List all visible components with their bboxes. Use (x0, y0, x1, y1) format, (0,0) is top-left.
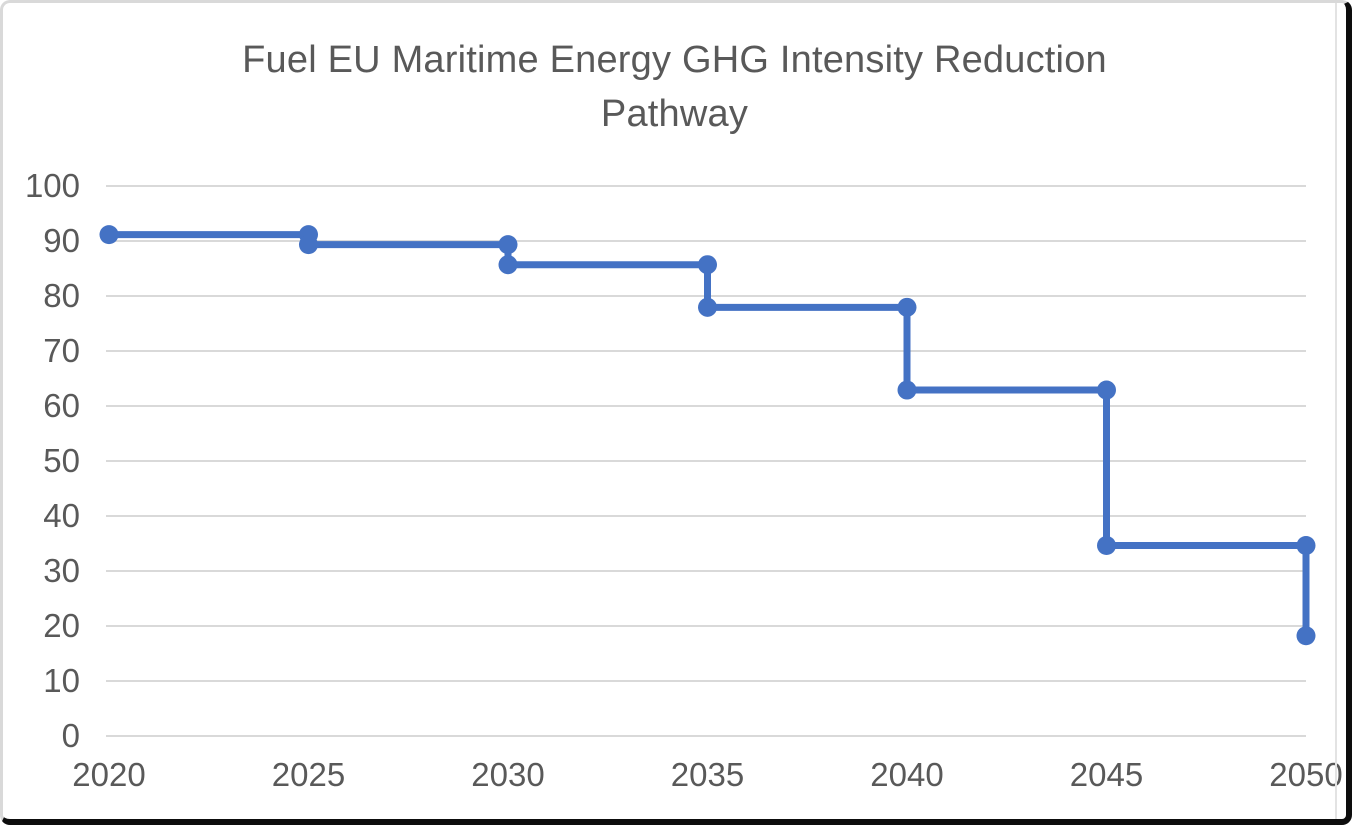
data-point-marker (498, 235, 518, 255)
data-line (105, 231, 1310, 640)
data-point-marker (1097, 535, 1116, 555)
x-axis-tick-label: 2040 (870, 756, 943, 793)
y-axis-tick-label: 60 (43, 387, 80, 424)
y-axis-tick-label: 40 (43, 497, 80, 534)
x-axis-tick-label: 2025 (272, 756, 345, 793)
data-point-marker (1296, 535, 1316, 555)
x-axis-tick-label: 2035 (671, 756, 744, 793)
data-point-marker (1097, 380, 1116, 400)
y-axis-tick-label: 80 (43, 277, 80, 314)
data-point-marker (299, 235, 318, 255)
data-point-marker (698, 297, 717, 317)
chart-title: Fuel EU Maritime Energy GHG Intensity Re… (242, 39, 1107, 135)
y-axis-tick-label: 70 (43, 332, 80, 369)
x-axis-tick-label: 2030 (471, 756, 544, 793)
data-point-marker (99, 225, 119, 245)
y-axis-tick-label: 90 (43, 222, 80, 259)
y-axis-tick-label: 0 (62, 717, 80, 754)
x-axis-tick-label: 2020 (72, 756, 145, 793)
y-axis-tick-label: 20 (43, 607, 80, 644)
y-axis-tick-label: 10 (43, 662, 80, 699)
data-point-marker (1296, 626, 1316, 646)
y-axis-tick-label: 30 (43, 552, 80, 589)
x-axis-tick-label: 2045 (1070, 756, 1143, 793)
data-point-marker (897, 297, 917, 317)
y-axis-tick-label: 100 (25, 167, 80, 204)
x-axis-tick-label: 2050 (1269, 756, 1342, 793)
y-axis-tick-label: 50 (43, 442, 80, 479)
data-point-marker (498, 255, 518, 275)
data-point-marker (897, 380, 917, 400)
data-point-marker (698, 255, 717, 275)
chart-right-edge-line (1335, 3, 1337, 819)
